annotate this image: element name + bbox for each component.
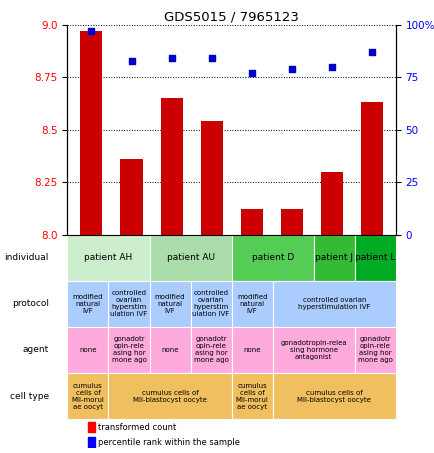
Bar: [240, 209, 262, 235]
Bar: [200, 121, 222, 235]
FancyBboxPatch shape: [231, 327, 272, 373]
Text: percentile rank within the sample: percentile rank within the sample: [98, 438, 240, 447]
Text: gonadotropin-relea
sing hormone
antagonist: gonadotropin-relea sing hormone antagoni…: [280, 340, 346, 360]
FancyBboxPatch shape: [108, 373, 231, 419]
Point: [288, 65, 295, 72]
Point: [207, 55, 214, 62]
Text: cell type: cell type: [10, 391, 49, 400]
Text: none: none: [161, 347, 178, 353]
FancyBboxPatch shape: [149, 281, 190, 327]
Point: [128, 57, 135, 64]
Text: patient J: patient J: [315, 253, 352, 262]
Text: controlled
ovarian
hyperstim
ulation IVF: controlled ovarian hyperstim ulation IVF: [192, 290, 229, 317]
FancyBboxPatch shape: [67, 235, 149, 281]
Title: GDS5015 / 7965123: GDS5015 / 7965123: [164, 11, 299, 24]
Text: cumulus
cells of
MII-morul
ae oocyt: cumulus cells of MII-morul ae oocyt: [235, 382, 268, 410]
FancyBboxPatch shape: [108, 281, 149, 327]
FancyBboxPatch shape: [231, 281, 272, 327]
Point: [368, 48, 375, 56]
Text: modified
natural
IVF: modified natural IVF: [155, 294, 185, 314]
Text: gonadotr
opin-rele
asing hor
mone ago: gonadotr opin-rele asing hor mone ago: [111, 337, 146, 363]
Text: patient L: patient L: [354, 253, 395, 262]
Point: [168, 55, 174, 62]
FancyBboxPatch shape: [108, 327, 149, 373]
Bar: [120, 159, 142, 235]
FancyBboxPatch shape: [67, 281, 108, 327]
Text: controlled
ovarian
hyperstim
ulation IVF: controlled ovarian hyperstim ulation IVF: [110, 290, 147, 317]
FancyBboxPatch shape: [272, 373, 395, 419]
Text: controlled ovarian
hyperstimulation IVF: controlled ovarian hyperstimulation IVF: [297, 297, 370, 310]
Bar: [360, 102, 382, 235]
Bar: [88, 437, 95, 447]
FancyBboxPatch shape: [190, 327, 231, 373]
Text: cumulus
cells of
MII-morul
ae oocyt: cumulus cells of MII-morul ae oocyt: [71, 382, 104, 410]
FancyBboxPatch shape: [231, 373, 272, 419]
Text: cumulus cells of
MII-blastocyst oocyte: cumulus cells of MII-blastocyst oocyte: [297, 390, 370, 403]
FancyBboxPatch shape: [67, 327, 108, 373]
FancyBboxPatch shape: [354, 327, 395, 373]
FancyBboxPatch shape: [149, 235, 231, 281]
Text: gonadotr
opin-rele
asing hor
mone ago: gonadotr opin-rele asing hor mone ago: [357, 337, 392, 363]
FancyBboxPatch shape: [354, 235, 395, 281]
Text: cumulus cells of
MII-blastocyst oocyte: cumulus cells of MII-blastocyst oocyte: [133, 390, 207, 403]
Point: [328, 63, 335, 71]
Point: [88, 28, 95, 35]
FancyBboxPatch shape: [67, 373, 108, 419]
Text: protocol: protocol: [12, 299, 49, 308]
FancyBboxPatch shape: [313, 235, 354, 281]
Point: [248, 69, 255, 77]
FancyBboxPatch shape: [149, 327, 190, 373]
Bar: [80, 31, 102, 235]
FancyBboxPatch shape: [190, 281, 231, 327]
FancyBboxPatch shape: [272, 327, 354, 373]
Text: modified
natural
IVF: modified natural IVF: [72, 294, 103, 314]
Text: none: none: [243, 347, 260, 353]
Text: agent: agent: [23, 346, 49, 354]
Bar: [280, 209, 302, 235]
Bar: [88, 422, 95, 432]
FancyBboxPatch shape: [231, 235, 313, 281]
Text: none: none: [79, 347, 96, 353]
Text: gonadotr
opin-rele
asing hor
mone ago: gonadotr opin-rele asing hor mone ago: [193, 337, 228, 363]
Text: patient AH: patient AH: [84, 253, 132, 262]
Text: transformed count: transformed count: [98, 423, 176, 432]
Bar: [160, 98, 182, 235]
Text: patient AU: patient AU: [166, 253, 214, 262]
FancyBboxPatch shape: [272, 281, 395, 327]
Text: patient D: patient D: [251, 253, 293, 262]
Text: modified
natural
IVF: modified natural IVF: [237, 294, 267, 314]
Bar: [320, 172, 342, 235]
Text: individual: individual: [5, 253, 49, 262]
